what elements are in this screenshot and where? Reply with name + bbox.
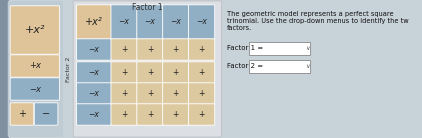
FancyBboxPatch shape bbox=[76, 62, 111, 83]
Text: Factor 2 =: Factor 2 = bbox=[227, 63, 263, 69]
Text: −x: −x bbox=[170, 18, 181, 26]
FancyBboxPatch shape bbox=[137, 104, 163, 125]
Text: Factor 2: Factor 2 bbox=[66, 56, 71, 82]
Text: −x: −x bbox=[89, 89, 99, 98]
Text: +x²: +x² bbox=[24, 25, 45, 35]
Text: ∨: ∨ bbox=[305, 64, 310, 70]
FancyBboxPatch shape bbox=[249, 60, 311, 74]
FancyBboxPatch shape bbox=[8, 1, 63, 137]
Text: +: + bbox=[121, 89, 127, 98]
Text: +: + bbox=[147, 45, 153, 54]
FancyBboxPatch shape bbox=[76, 39, 111, 60]
FancyBboxPatch shape bbox=[137, 39, 163, 60]
Text: −x: −x bbox=[119, 18, 130, 26]
Text: −x: −x bbox=[196, 18, 207, 26]
FancyBboxPatch shape bbox=[189, 5, 215, 39]
FancyBboxPatch shape bbox=[10, 103, 34, 125]
FancyBboxPatch shape bbox=[189, 39, 215, 60]
Text: +: + bbox=[198, 68, 205, 77]
FancyBboxPatch shape bbox=[162, 83, 189, 104]
Text: +: + bbox=[18, 109, 26, 119]
FancyBboxPatch shape bbox=[137, 5, 163, 39]
Text: +: + bbox=[147, 110, 153, 119]
Text: +: + bbox=[198, 110, 205, 119]
FancyBboxPatch shape bbox=[111, 83, 137, 104]
FancyBboxPatch shape bbox=[137, 83, 163, 104]
FancyBboxPatch shape bbox=[162, 104, 189, 125]
Text: +: + bbox=[173, 89, 179, 98]
FancyBboxPatch shape bbox=[111, 39, 137, 60]
Text: Factor 1 =: Factor 1 = bbox=[227, 45, 263, 51]
FancyBboxPatch shape bbox=[73, 1, 222, 137]
FancyBboxPatch shape bbox=[76, 104, 111, 125]
FancyBboxPatch shape bbox=[10, 55, 60, 77]
Bar bbox=[0, 0, 8, 138]
FancyBboxPatch shape bbox=[189, 104, 215, 125]
Text: +x: +x bbox=[29, 62, 41, 71]
Text: +: + bbox=[198, 45, 205, 54]
FancyBboxPatch shape bbox=[189, 83, 215, 104]
Text: +: + bbox=[121, 110, 127, 119]
Text: −x: −x bbox=[29, 84, 41, 94]
FancyBboxPatch shape bbox=[162, 5, 189, 39]
FancyBboxPatch shape bbox=[189, 62, 215, 83]
Text: +x²: +x² bbox=[85, 17, 103, 27]
Text: +: + bbox=[198, 89, 205, 98]
FancyBboxPatch shape bbox=[111, 5, 137, 39]
FancyBboxPatch shape bbox=[34, 103, 58, 125]
Text: −x: −x bbox=[89, 45, 99, 54]
FancyBboxPatch shape bbox=[76, 5, 111, 39]
Text: trinomial. Use the drop-down menus to identify the tw: trinomial. Use the drop-down menus to id… bbox=[227, 18, 408, 24]
Text: −x: −x bbox=[89, 68, 99, 77]
Text: −: − bbox=[42, 109, 50, 119]
FancyBboxPatch shape bbox=[162, 39, 189, 60]
Text: +: + bbox=[173, 45, 179, 54]
Text: +: + bbox=[121, 68, 127, 77]
FancyBboxPatch shape bbox=[249, 43, 311, 55]
Text: factors.: factors. bbox=[227, 25, 252, 31]
FancyBboxPatch shape bbox=[76, 83, 111, 104]
Text: Factor 1: Factor 1 bbox=[132, 2, 162, 11]
FancyBboxPatch shape bbox=[162, 62, 189, 83]
Text: −x: −x bbox=[89, 110, 99, 119]
Text: +: + bbox=[173, 110, 179, 119]
FancyBboxPatch shape bbox=[111, 62, 137, 83]
FancyBboxPatch shape bbox=[10, 78, 60, 100]
Text: +: + bbox=[147, 89, 153, 98]
FancyBboxPatch shape bbox=[137, 62, 163, 83]
Text: The geometric model represents a perfect square: The geometric model represents a perfect… bbox=[227, 11, 393, 17]
Text: +: + bbox=[173, 68, 179, 77]
FancyBboxPatch shape bbox=[111, 104, 137, 125]
Text: −x: −x bbox=[144, 18, 155, 26]
Text: +: + bbox=[147, 68, 153, 77]
Text: +: + bbox=[121, 45, 127, 54]
FancyBboxPatch shape bbox=[10, 6, 60, 54]
Text: ∨: ∨ bbox=[305, 47, 310, 51]
